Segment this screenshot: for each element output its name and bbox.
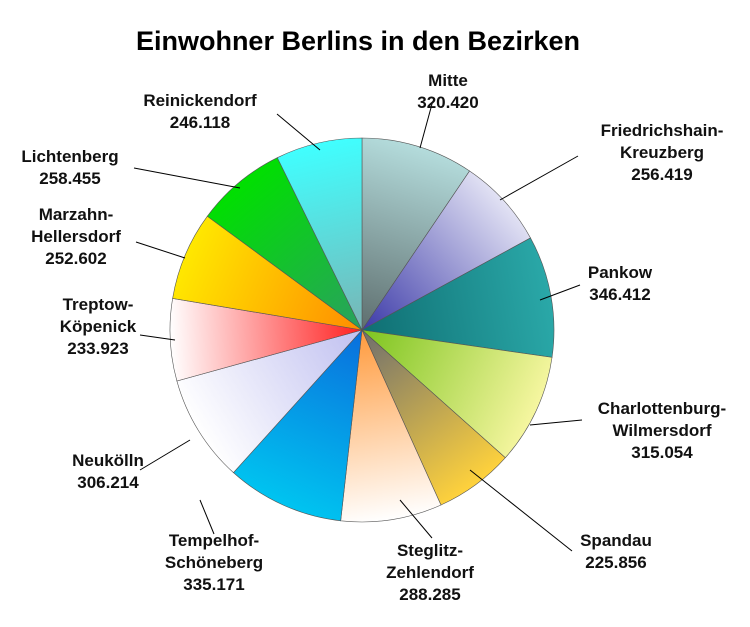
slice-label: Pankow 346.412 bbox=[588, 263, 653, 304]
pie-slice bbox=[361, 329, 553, 459]
pie-slice bbox=[276, 137, 363, 331]
slice-value: 335.171 bbox=[183, 575, 244, 594]
slice-label: Steglitz- Zehlendorf 288.285 bbox=[386, 541, 474, 604]
slice-name: Friedrichshain- bbox=[601, 121, 724, 140]
slice-name: Spandau bbox=[580, 531, 652, 550]
slice-name: Neukölln bbox=[72, 451, 144, 470]
slice-labels: Mitte 320.420 Friedrichshain- Kreuzberg 256.… bbox=[21, 71, 726, 604]
slice-label: Charlottenburg- Wilmersdorf 315.054 bbox=[598, 399, 726, 462]
slice-label: Lichtenberg 258.455 bbox=[21, 147, 118, 188]
leader-lines bbox=[133, 103, 583, 552]
slice-name: Marzahn- bbox=[39, 205, 114, 224]
slice-value: 288.285 bbox=[399, 585, 460, 604]
slice-name: Treptow- bbox=[63, 295, 134, 314]
slice-value: 225.856 bbox=[585, 553, 646, 572]
slice-label: Treptow- Köpenick 233.923 bbox=[60, 295, 137, 358]
slice-value: 320.420 bbox=[417, 93, 478, 112]
slice-label: Neukölln 306.214 bbox=[72, 451, 144, 492]
leader-line bbox=[133, 167, 241, 189]
leader-line bbox=[139, 334, 176, 341]
slice-value: 315.054 bbox=[631, 443, 693, 462]
leader-line bbox=[399, 499, 433, 539]
slice-name: Köpenick bbox=[60, 317, 137, 336]
slice-name: Lichtenberg bbox=[21, 147, 118, 166]
slice-name: Mitte bbox=[428, 71, 468, 90]
slice-value: 256.419 bbox=[631, 165, 692, 184]
pie-slice bbox=[233, 329, 363, 522]
slice-name: Pankow bbox=[588, 263, 653, 282]
slice-value: 346.412 bbox=[589, 285, 650, 304]
leader-line bbox=[469, 469, 573, 552]
leader-line bbox=[419, 103, 433, 149]
slice-label: Marzahn- Hellersdorf 252.602 bbox=[31, 205, 121, 268]
slice-label: Tempelhof- Schöneberg 335.171 bbox=[165, 531, 263, 594]
slice-name: Kreuzberg bbox=[620, 143, 704, 162]
slice-label: Spandau 225.856 bbox=[580, 531, 652, 572]
slice-label: Friedrichshain- Kreuzberg 256.419 bbox=[601, 121, 724, 184]
slice-value: 233.923 bbox=[67, 339, 128, 358]
pie-slices bbox=[169, 137, 555, 523]
slice-label: Mitte 320.420 bbox=[417, 71, 478, 112]
slice-name: Schöneberg bbox=[165, 553, 263, 572]
slice-name: Tempelhof- bbox=[169, 531, 259, 550]
pie-slice bbox=[361, 137, 470, 331]
slice-name: Charlottenburg- bbox=[598, 399, 726, 418]
slice-value: 258.455 bbox=[39, 169, 100, 188]
slice-name: Steglitz- bbox=[397, 541, 463, 560]
slice-label: Reinickendorf 246.118 bbox=[143, 91, 257, 132]
chart-title: Einwohner Berlins in den Bezirken bbox=[136, 26, 580, 56]
leader-line bbox=[135, 241, 186, 259]
slice-name: Wilmersdorf bbox=[612, 421, 711, 440]
leader-line bbox=[139, 439, 191, 471]
leader-line bbox=[529, 419, 583, 426]
slice-name: Zehlendorf bbox=[386, 563, 474, 582]
slice-value: 306.214 bbox=[77, 473, 139, 492]
slice-value: 252.602 bbox=[45, 249, 106, 268]
pie-slice bbox=[340, 328, 442, 523]
pie-slice bbox=[176, 329, 363, 474]
leader-line bbox=[199, 499, 215, 535]
slice-name: Hellersdorf bbox=[31, 227, 121, 246]
leader-line bbox=[276, 113, 321, 151]
slice-value: 246.118 bbox=[170, 113, 231, 132]
leader-line bbox=[539, 284, 581, 301]
slice-name: Reinickendorf bbox=[143, 91, 257, 110]
leader-line bbox=[499, 155, 579, 201]
